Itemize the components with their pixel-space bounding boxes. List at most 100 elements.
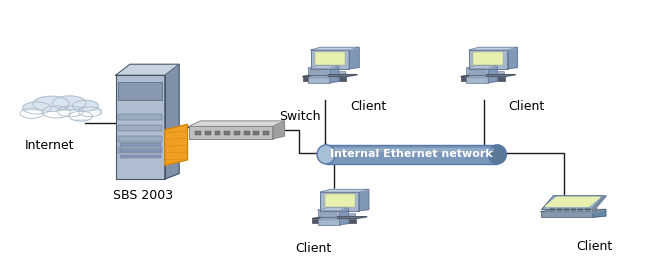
Bar bbox=[565, 209, 569, 210]
Bar bbox=[195, 131, 201, 135]
Polygon shape bbox=[308, 66, 339, 68]
Bar bbox=[469, 76, 486, 78]
Polygon shape bbox=[467, 66, 497, 68]
Text: Internet: Internet bbox=[25, 139, 75, 152]
Text: Switch: Switch bbox=[279, 110, 321, 123]
FancyBboxPatch shape bbox=[321, 192, 359, 211]
FancyBboxPatch shape bbox=[118, 114, 162, 120]
Bar bbox=[263, 131, 269, 135]
FancyBboxPatch shape bbox=[461, 76, 505, 81]
Bar bbox=[585, 210, 590, 211]
FancyBboxPatch shape bbox=[116, 75, 165, 179]
Circle shape bbox=[42, 106, 71, 118]
FancyBboxPatch shape bbox=[118, 125, 162, 131]
Bar bbox=[593, 208, 597, 209]
Circle shape bbox=[69, 111, 93, 121]
Bar bbox=[310, 69, 328, 71]
Bar bbox=[550, 208, 555, 209]
Bar bbox=[578, 209, 583, 210]
Bar bbox=[571, 209, 576, 210]
Bar bbox=[565, 210, 569, 211]
Text: Internal Ethernet network: Internal Ethernet network bbox=[330, 149, 493, 160]
Text: Client: Client bbox=[576, 240, 613, 253]
Polygon shape bbox=[592, 196, 606, 209]
Circle shape bbox=[20, 108, 43, 118]
Polygon shape bbox=[488, 66, 497, 83]
Bar bbox=[8, 112, 98, 118]
FancyBboxPatch shape bbox=[189, 126, 273, 139]
Polygon shape bbox=[339, 208, 349, 225]
Circle shape bbox=[23, 102, 51, 114]
Bar bbox=[585, 209, 590, 210]
Text: Client: Client bbox=[295, 242, 332, 255]
Polygon shape bbox=[508, 47, 517, 69]
Bar bbox=[215, 131, 221, 135]
FancyBboxPatch shape bbox=[312, 219, 356, 223]
FancyBboxPatch shape bbox=[118, 147, 162, 153]
Bar bbox=[320, 214, 337, 217]
Circle shape bbox=[73, 100, 98, 111]
Bar bbox=[578, 210, 583, 211]
Bar bbox=[469, 69, 486, 71]
Text: Client: Client bbox=[350, 100, 387, 113]
Polygon shape bbox=[349, 47, 359, 69]
Bar bbox=[253, 131, 259, 135]
FancyBboxPatch shape bbox=[474, 52, 503, 65]
Polygon shape bbox=[302, 75, 358, 76]
FancyBboxPatch shape bbox=[472, 71, 504, 74]
Ellipse shape bbox=[488, 145, 506, 164]
Polygon shape bbox=[318, 208, 349, 210]
FancyBboxPatch shape bbox=[302, 76, 347, 81]
Polygon shape bbox=[593, 209, 606, 217]
Polygon shape bbox=[311, 47, 359, 50]
Polygon shape bbox=[469, 47, 517, 50]
Bar bbox=[593, 209, 597, 210]
Bar bbox=[244, 131, 249, 135]
Polygon shape bbox=[273, 121, 284, 139]
Bar bbox=[205, 131, 211, 135]
Bar bbox=[469, 72, 486, 75]
Circle shape bbox=[33, 96, 69, 112]
Polygon shape bbox=[189, 121, 284, 126]
Bar bbox=[119, 149, 161, 152]
FancyBboxPatch shape bbox=[329, 148, 494, 152]
Bar bbox=[585, 208, 590, 209]
Circle shape bbox=[53, 96, 86, 110]
Bar bbox=[578, 208, 583, 209]
Bar bbox=[310, 72, 328, 75]
FancyBboxPatch shape bbox=[315, 52, 345, 65]
FancyBboxPatch shape bbox=[311, 50, 349, 69]
FancyBboxPatch shape bbox=[541, 212, 593, 217]
Bar bbox=[234, 131, 240, 135]
Bar bbox=[320, 218, 337, 221]
Polygon shape bbox=[542, 196, 604, 209]
FancyBboxPatch shape bbox=[469, 50, 508, 69]
Bar bbox=[320, 211, 337, 213]
Polygon shape bbox=[116, 64, 179, 75]
Polygon shape bbox=[321, 189, 369, 192]
Bar bbox=[565, 208, 569, 209]
Bar bbox=[557, 210, 562, 211]
FancyBboxPatch shape bbox=[118, 82, 162, 100]
FancyBboxPatch shape bbox=[118, 136, 162, 142]
Bar bbox=[310, 76, 328, 78]
Polygon shape bbox=[165, 124, 188, 165]
Bar bbox=[593, 210, 597, 211]
Bar bbox=[557, 208, 562, 209]
Circle shape bbox=[79, 107, 101, 117]
Polygon shape bbox=[312, 217, 367, 219]
Polygon shape bbox=[461, 75, 516, 76]
FancyBboxPatch shape bbox=[324, 214, 356, 216]
FancyBboxPatch shape bbox=[325, 194, 354, 207]
Polygon shape bbox=[545, 197, 600, 206]
Bar bbox=[119, 155, 161, 158]
Bar bbox=[550, 209, 555, 210]
FancyBboxPatch shape bbox=[326, 145, 497, 164]
Polygon shape bbox=[359, 189, 369, 211]
Bar bbox=[119, 143, 161, 146]
Polygon shape bbox=[541, 209, 606, 212]
Ellipse shape bbox=[317, 145, 335, 164]
Text: Client: Client bbox=[509, 100, 545, 113]
Bar bbox=[557, 209, 562, 210]
FancyBboxPatch shape bbox=[308, 68, 330, 83]
